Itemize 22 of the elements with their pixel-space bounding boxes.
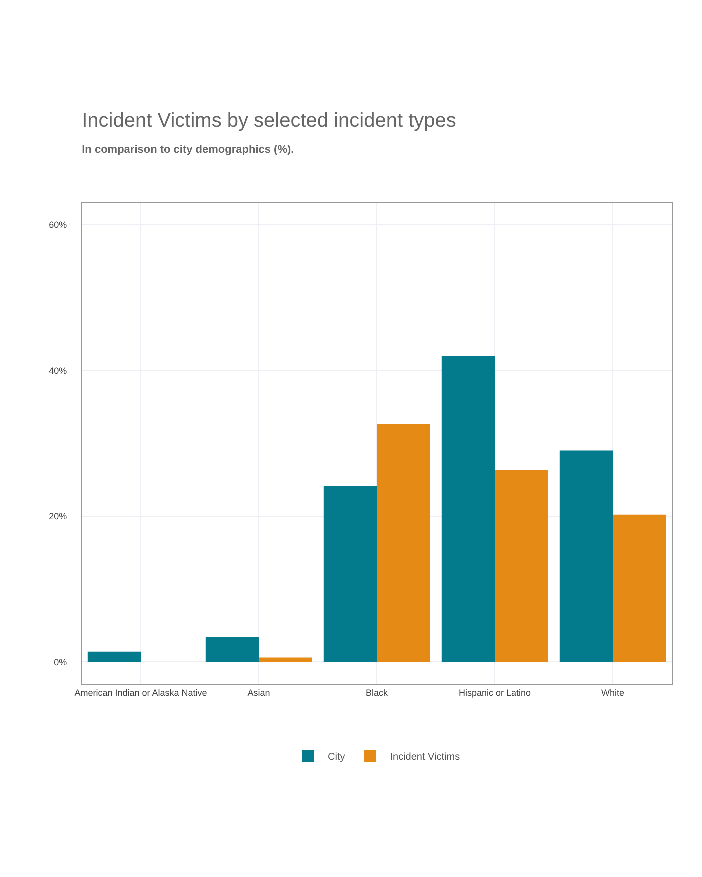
bar: [88, 652, 141, 662]
y-tick-label: 20%: [49, 512, 68, 522]
x-tick-label: Asian: [248, 688, 270, 698]
legend-label: City: [328, 752, 346, 764]
bar: [442, 356, 495, 662]
bar: [495, 470, 548, 662]
y-tick-label: 40%: [49, 366, 68, 376]
chart-title: Incident Victims by selected incident types: [82, 110, 456, 132]
x-tick-label: Black: [366, 688, 388, 698]
x-tick-label: Hispanic or Latino: [458, 688, 532, 698]
bar: [259, 658, 312, 662]
y-tick-label: 0%: [54, 657, 68, 668]
y-tick-label: 60%: [49, 220, 68, 230]
bar: [377, 424, 430, 662]
chart-subtitle: In comparison to city demographics (%).: [82, 144, 294, 156]
bar: [324, 486, 377, 662]
x-tick-label: White: [601, 688, 625, 698]
x-tick-label: American Indian or Alaska Native: [74, 688, 208, 698]
bar: [613, 514, 666, 662]
legend-label: Incident Victims: [390, 752, 460, 764]
bar: [206, 637, 259, 662]
bar: [560, 450, 613, 662]
